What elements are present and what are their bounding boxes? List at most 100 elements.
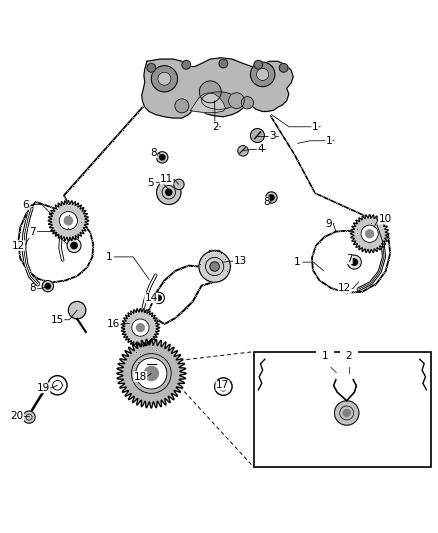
Point <box>72 213 79 222</box>
Point <box>379 220 386 229</box>
Point <box>379 220 386 229</box>
Point <box>267 111 274 120</box>
Text: 8: 8 <box>150 148 157 158</box>
Text: 7: 7 <box>346 254 353 264</box>
Point <box>160 278 167 286</box>
Text: 17: 17 <box>216 380 229 390</box>
Point <box>28 203 35 211</box>
Text: 1: 1 <box>326 136 332 146</box>
Point <box>192 292 199 301</box>
Point <box>137 350 144 359</box>
Point <box>22 263 29 271</box>
Point <box>156 284 163 292</box>
Point <box>360 222 367 230</box>
Point <box>65 200 72 208</box>
Point <box>64 187 71 196</box>
Point <box>205 248 212 256</box>
Point <box>132 348 139 357</box>
Point <box>343 288 350 297</box>
Point <box>170 268 177 276</box>
Point <box>129 114 136 123</box>
Point <box>64 223 71 232</box>
Text: 1: 1 <box>321 351 328 361</box>
Point <box>173 313 180 321</box>
Point <box>374 216 381 224</box>
Point <box>33 198 40 206</box>
Point <box>325 195 332 204</box>
Point <box>385 255 392 264</box>
Circle shape <box>241 96 254 109</box>
Point <box>141 308 148 316</box>
Point <box>380 269 387 278</box>
Circle shape <box>238 146 248 156</box>
Point <box>170 268 177 276</box>
Point <box>346 205 353 213</box>
Circle shape <box>156 180 181 205</box>
Point <box>201 254 208 263</box>
Point <box>53 205 60 213</box>
Circle shape <box>182 60 191 69</box>
Point <box>351 288 358 296</box>
Point <box>317 277 324 285</box>
Point <box>73 272 80 281</box>
Point <box>212 247 219 255</box>
Point <box>309 264 316 273</box>
Point <box>62 212 69 221</box>
Text: 10: 10 <box>378 214 392 224</box>
Point <box>38 276 45 284</box>
Point <box>351 288 358 296</box>
Polygon shape <box>117 339 186 408</box>
Point <box>224 267 231 276</box>
Text: 7: 7 <box>29 227 35 237</box>
Point <box>301 169 308 178</box>
Text: 3: 3 <box>269 131 276 141</box>
Point <box>26 268 33 277</box>
Point <box>148 311 155 320</box>
Point <box>382 227 389 235</box>
Point <box>66 211 73 219</box>
Point <box>184 262 191 270</box>
Point <box>386 241 393 249</box>
Point <box>291 150 298 158</box>
Point <box>87 229 94 237</box>
Point <box>66 274 73 283</box>
Text: 1: 1 <box>106 252 112 262</box>
Point <box>87 229 94 237</box>
Point <box>317 277 324 285</box>
Point <box>145 337 152 345</box>
Point <box>83 223 90 231</box>
Point <box>166 317 173 325</box>
Point <box>339 201 346 210</box>
Point <box>139 341 146 349</box>
Point <box>332 198 339 207</box>
Point <box>16 249 23 258</box>
Point <box>350 228 357 237</box>
Circle shape <box>257 68 269 80</box>
Point <box>205 248 212 256</box>
Point <box>291 150 298 158</box>
Text: 9: 9 <box>326 219 332 229</box>
Point <box>301 169 308 178</box>
Point <box>188 298 195 306</box>
Point <box>226 261 233 270</box>
Circle shape <box>59 212 78 230</box>
Point <box>129 339 136 348</box>
Point <box>64 187 71 196</box>
Point <box>178 308 185 317</box>
Point <box>79 170 86 179</box>
Point <box>196 286 203 294</box>
Point <box>343 227 350 235</box>
Point <box>279 131 286 139</box>
Point <box>376 275 383 284</box>
Point <box>192 292 199 301</box>
Point <box>316 237 323 246</box>
Point <box>149 341 156 350</box>
Point <box>200 281 207 289</box>
Point <box>66 211 73 219</box>
Point <box>78 268 85 276</box>
Point <box>89 159 96 167</box>
Point <box>220 273 227 282</box>
Circle shape <box>254 60 263 69</box>
Point <box>134 357 141 366</box>
Point <box>64 219 71 228</box>
